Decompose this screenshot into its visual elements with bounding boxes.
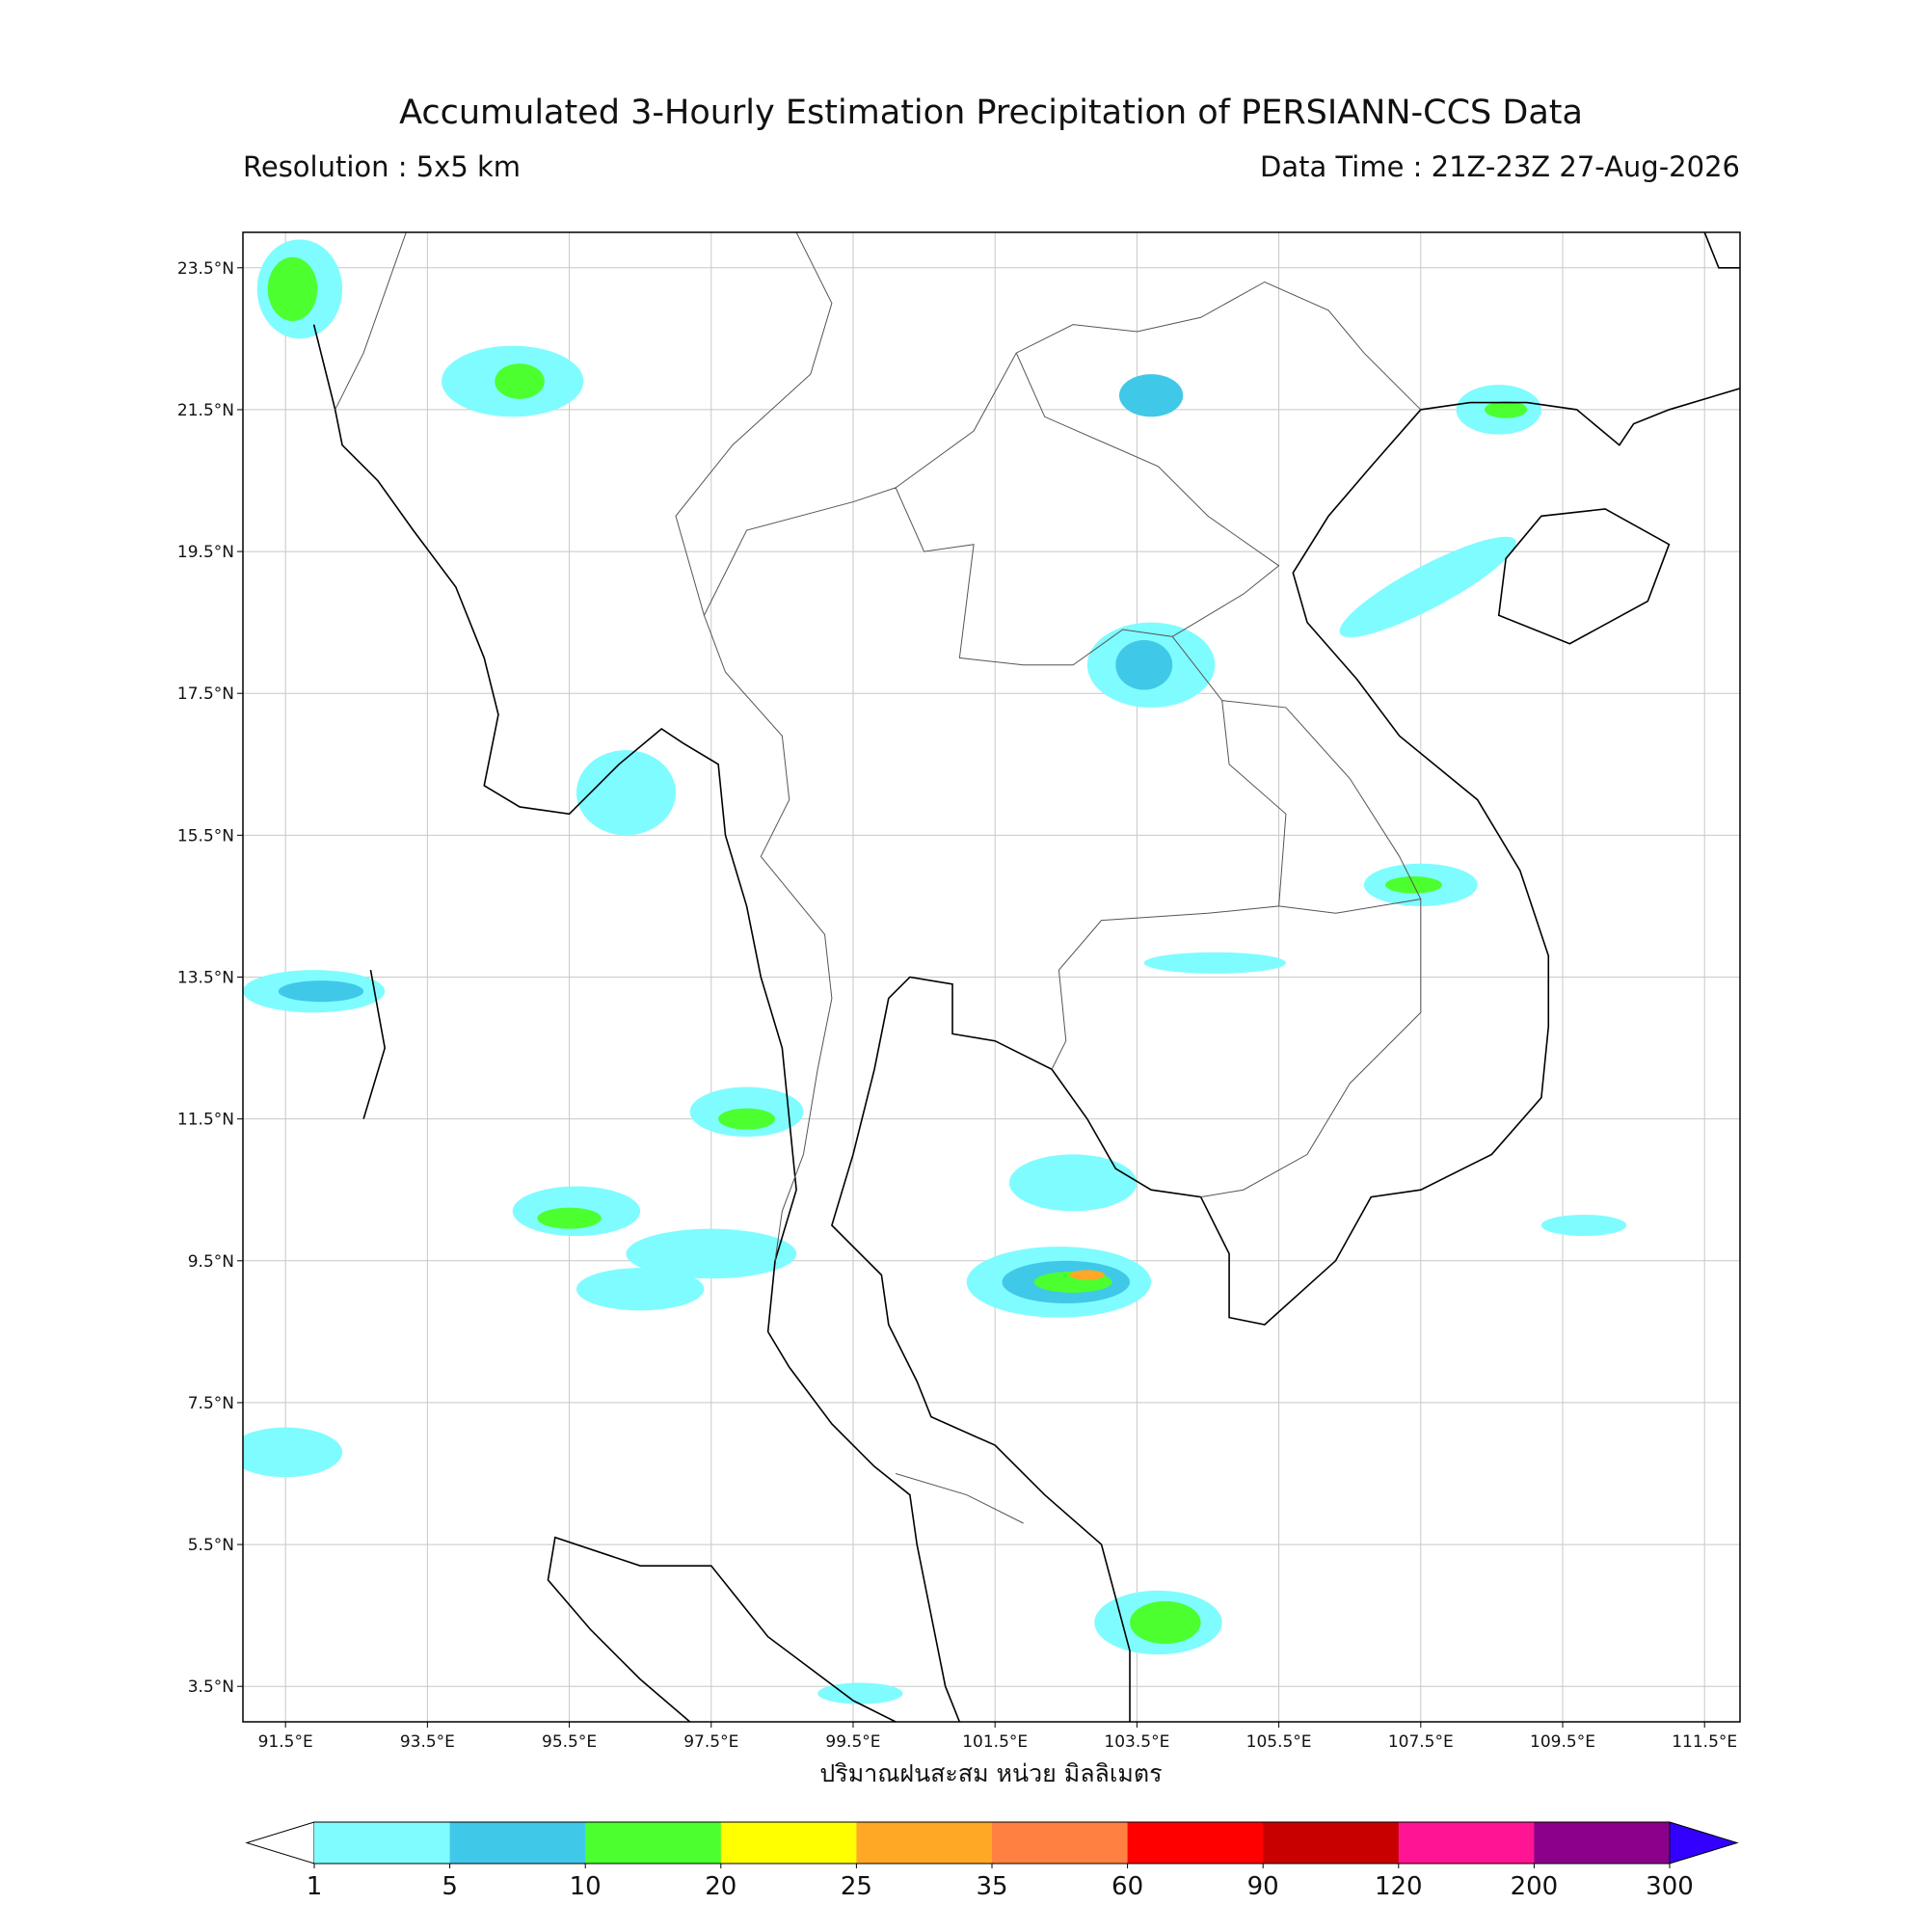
coastline <box>314 325 960 1722</box>
colorbar-segment <box>1398 1822 1535 1864</box>
rain-area <box>817 1682 903 1704</box>
thailand-border <box>704 488 1286 1261</box>
rain-area <box>1485 401 1528 418</box>
map <box>243 232 1740 1722</box>
rain-area <box>1008 1154 1138 1212</box>
rain-area <box>1143 952 1286 974</box>
colorbar-label: 10 <box>570 1872 602 1901</box>
colorbar-label: 25 <box>841 1872 872 1901</box>
border <box>1201 899 1421 1197</box>
colorbar-segment <box>992 1822 1129 1864</box>
colorbar-label: 1 <box>307 1872 323 1901</box>
data-time: Data Time : 21Z-23Z 27-Aug-2026 <box>1260 150 1740 183</box>
borders <box>335 232 1421 1523</box>
rain-area <box>1540 1214 1627 1237</box>
colorbar-segment <box>1263 1822 1400 1864</box>
colorbar-label: 300 <box>1646 1872 1694 1901</box>
border <box>896 282 1421 488</box>
y-tick-label: 5.5°N <box>188 1536 234 1555</box>
rain-area <box>1069 1270 1106 1280</box>
x-tick-label: 97.5°E <box>683 1732 738 1752</box>
colorbar-under <box>245 1821 315 1865</box>
andaman <box>363 970 385 1119</box>
colorbar-label: 60 <box>1111 1872 1143 1901</box>
rain-area <box>278 980 364 1003</box>
rain-area <box>576 1268 705 1311</box>
colorbar-segment <box>1127 1822 1264 1864</box>
colorbar-label: 200 <box>1511 1872 1559 1901</box>
y-tick-label: 9.5°N <box>188 1252 234 1272</box>
rain-area <box>1339 536 1516 637</box>
y-tick-label: 21.5°N <box>177 401 234 420</box>
x-tick-label: 91.5°E <box>258 1732 313 1752</box>
border <box>1222 701 1421 899</box>
y-tick-label: 23.5°N <box>177 259 234 279</box>
rain-area <box>495 363 545 399</box>
y-tick-label: 11.5°N <box>177 1111 234 1130</box>
rain-area <box>1130 1600 1201 1645</box>
rain-area <box>1118 374 1184 417</box>
colorbar-segment <box>585 1822 722 1864</box>
x-tick-label: 103.5°E <box>1104 1732 1169 1752</box>
x-tick-label: 101.5°E <box>962 1732 1028 1752</box>
colorbar-label: 20 <box>705 1872 736 1901</box>
x-tick-label: 111.5°E <box>1672 1732 1737 1752</box>
colorbar-label: 120 <box>1375 1872 1423 1901</box>
coastlines <box>314 232 1740 1722</box>
colorbar-segment <box>720 1822 857 1864</box>
colorbar-segment <box>314 1822 451 1864</box>
rain-area <box>576 750 676 836</box>
colorbar-segment <box>1534 1822 1671 1864</box>
y-tick-label: 17.5°N <box>177 684 234 704</box>
rain-area <box>626 1228 797 1279</box>
title: Accumulated 3-Hourly Estimation Precipit… <box>399 94 1583 132</box>
border <box>896 1474 1023 1524</box>
colorbar-segment <box>449 1822 586 1864</box>
rain-area <box>267 256 318 321</box>
ticks: 91.5°E 93.5°E 95.5°E 97.5°E 99.5°E 101.5°E 103… <box>177 259 1737 1752</box>
rain-area <box>537 1207 602 1229</box>
x-tick-label: 107.5°E <box>1388 1732 1454 1752</box>
colorbar-label: 90 <box>1247 1872 1279 1901</box>
x-tick-label: 109.5°E <box>1530 1732 1595 1752</box>
border <box>1016 353 1278 636</box>
y-tick-label: 3.5°N <box>188 1677 234 1697</box>
y-tick-label: 7.5°N <box>188 1394 234 1413</box>
colorbar-segment <box>856 1822 993 1864</box>
x-tick-label: 105.5°E <box>1246 1732 1312 1752</box>
precipitation <box>243 239 1627 1704</box>
rain-area <box>243 1427 343 1478</box>
x-tick-label: 95.5°E <box>542 1732 597 1752</box>
colorbar-over <box>1669 1821 1739 1865</box>
y-tick-label: 19.5°N <box>177 543 234 562</box>
colorbar: 1 5 10 20 25 35 60 90 120 200 300 <box>245 1821 1739 1901</box>
resolution: Resolution : 5x5 km <box>243 150 521 183</box>
rain-area <box>1115 640 1173 690</box>
border <box>335 232 832 615</box>
sumatra <box>548 1538 896 1722</box>
grid <box>243 232 1740 1722</box>
hainan <box>1499 509 1670 644</box>
coastline <box>1704 232 1740 268</box>
rain-area <box>718 1108 776 1130</box>
coastline <box>832 389 1740 1722</box>
x-tick-label: 93.5°E <box>400 1732 455 1752</box>
colorbar-label: 5 <box>442 1872 458 1901</box>
colorbar-label: 35 <box>976 1872 1007 1901</box>
y-tick-label: 15.5°N <box>177 826 234 845</box>
x-axis-label: ปริมาณฝนสะสม หน่วย มิลลิเมตร <box>819 1759 1162 1787</box>
y-tick-label: 13.5°N <box>177 969 234 988</box>
x-tick-label: 99.5°E <box>825 1732 880 1752</box>
